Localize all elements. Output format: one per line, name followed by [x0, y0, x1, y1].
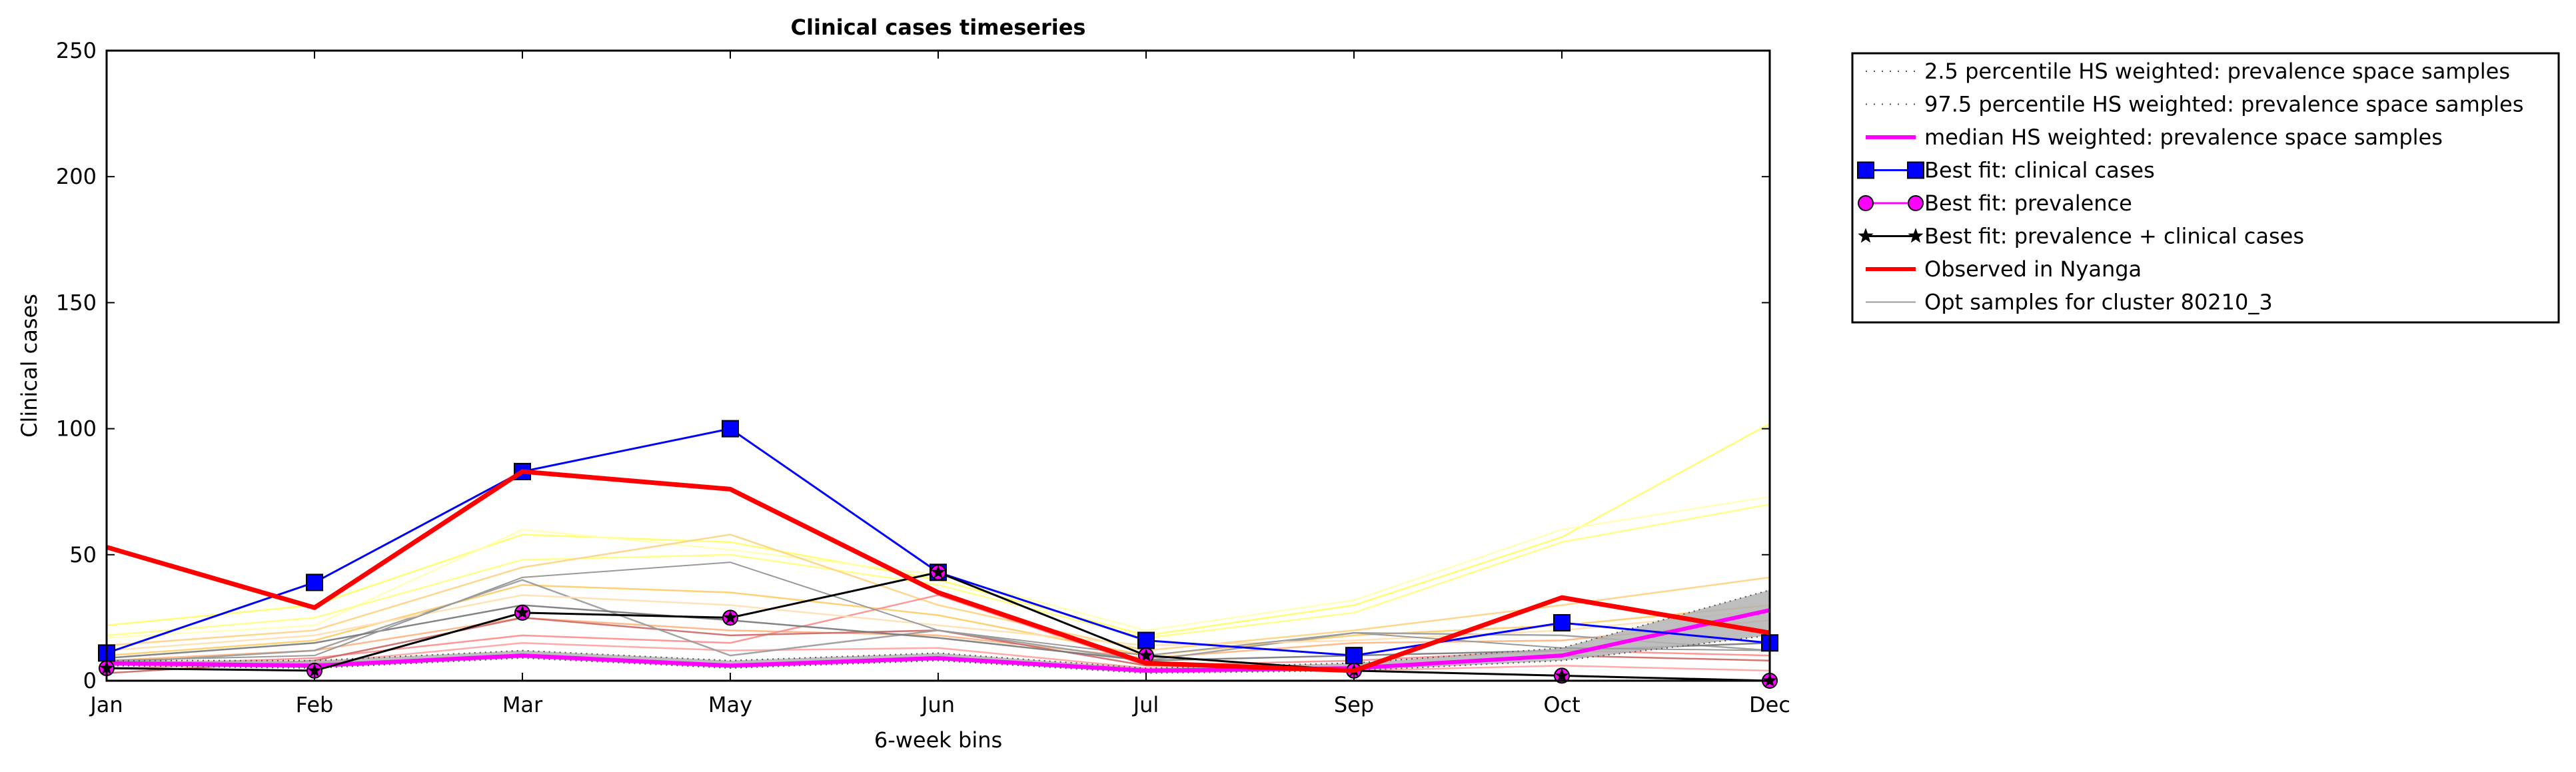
series-line-percentile-97-5 — [107, 589, 1770, 669]
legend-marker-star — [1858, 228, 1874, 243]
sample-line-6 — [106, 617, 1770, 661]
x-tick-label-dec: Dec — [1749, 692, 1790, 717]
legend-label: Best fit: prevalence — [1924, 191, 2132, 216]
series-line-observed — [106, 469, 1770, 673]
series-line-opt-samples — [106, 562, 1770, 661]
sample-line-11 — [106, 604, 1770, 661]
point-best-fit-clinical-sep — [1345, 647, 1363, 665]
plot-area — [98, 420, 1778, 689]
x-tick-label-jan: Jan — [89, 692, 123, 717]
legend-label: Best fit: prevalence + clinical cases — [1924, 224, 2304, 249]
legend-label: median HS weighted: prevalence space sam… — [1924, 125, 2443, 150]
point-best-fit-combined-jun — [931, 565, 946, 579]
x-tick-label-sep: Sep — [1334, 692, 1374, 717]
legend-marker-circle — [1908, 195, 1924, 211]
point-best-fit-clinical-jul — [1137, 631, 1155, 649]
sample-line-12 — [106, 594, 1770, 651]
x-tick-label-jun: Jun — [920, 692, 955, 717]
sample-line-4 — [106, 534, 1770, 651]
y-tick-label-100: 100 — [56, 416, 97, 442]
percentile-band — [107, 589, 1770, 673]
x-axis-label: 6-week bins — [874, 727, 1002, 753]
point-best-fit-clinical-feb — [306, 574, 323, 591]
legend-label: 97.5 percentile HS weighted: prevalence … — [1924, 92, 2523, 117]
x-tick-label-oct: Oct — [1543, 692, 1580, 717]
chart-title: Clinical cases timeseries — [791, 15, 1086, 40]
point-best-fit-clinical-oct — [1553, 613, 1571, 631]
point-best-fit-combined-may — [723, 610, 738, 624]
point-best-fit-combined-mar — [515, 605, 530, 619]
y-tick-label-150: 150 — [56, 290, 97, 315]
legend-label: Opt samples for cluster 80210_3 — [1924, 290, 2273, 315]
sample-line-1 — [106, 422, 1770, 637]
legend-item-1: 2.5 percentile HS weighted: prevalence s… — [1866, 59, 2510, 84]
legend-item-6: Best fit: prevalence + clinical cases — [1858, 224, 2304, 249]
point-best-fit-clinical-may — [722, 420, 739, 438]
legend-item-8: Opt samples for cluster 80210_3 — [1866, 290, 2273, 315]
plot-frame — [105, 49, 1771, 682]
legend-label: Observed in Nyanga — [1924, 256, 2142, 282]
legend-marker-circle — [1858, 195, 1874, 211]
legend-label: 2.5 percentile HS weighted: prevalence s… — [1924, 59, 2510, 84]
x-tick-label-feb: Feb — [296, 692, 334, 717]
point-best-fit-combined-jul — [1139, 648, 1153, 662]
y-tick-label-250: 250 — [56, 38, 97, 63]
sample-line-9 — [106, 641, 1770, 672]
legend-marker-star — [1908, 228, 1924, 243]
series-line-best-fit-clinical — [106, 428, 1770, 657]
y-tick-label-200: 200 — [56, 164, 97, 189]
legend-item-2: 97.5 percentile HS weighted: prevalence … — [1866, 92, 2523, 117]
legend-box — [1851, 52, 2560, 324]
legend-item-7: Observed in Nyanga — [1866, 256, 2142, 282]
axis-ticks: Jan Feb Mar May Jun Jul Sep Oct Dec 0 50 100 150 200 2… — [56, 38, 1790, 717]
x-tick-label-may: May — [708, 692, 752, 717]
x-tick-label-mar: Mar — [502, 692, 543, 717]
legend-item-5: Best fit: prevalence — [1858, 191, 2132, 216]
y-axis-label: Clinical cases — [17, 294, 42, 438]
sample-line-3 — [106, 503, 1770, 639]
series-line-median — [106, 608, 1770, 673]
legend-item-4: Best fit: clinical cases — [1857, 158, 2155, 183]
y-tick-label-50: 50 — [69, 542, 97, 568]
legend-item-3: median HS weighted: prevalence space sam… — [1866, 125, 2443, 150]
legend: 2.5 percentile HS weighted: prevalence s… — [1851, 52, 2560, 324]
series-line-percentile-2-5 — [106, 634, 1770, 674]
legend-marker-square — [1857, 161, 1874, 179]
y-tick-label-0: 0 — [83, 668, 97, 693]
legend-label: Best fit: clinical cases — [1924, 158, 2155, 183]
x-tick-label-jul: Jul — [1132, 692, 1159, 717]
legend-marker-square — [1907, 161, 1924, 179]
